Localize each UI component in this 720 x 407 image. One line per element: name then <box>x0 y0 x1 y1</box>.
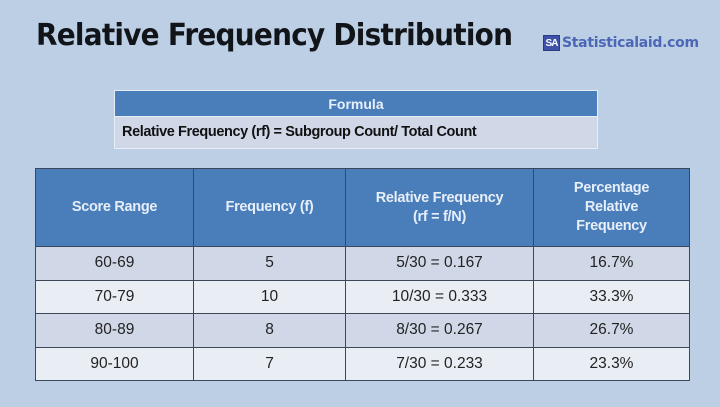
cell-relative-frequency: 7/30 = 0.233 <box>345 346 534 381</box>
table-row: 90-100 7 7/30 = 0.233 23.3% <box>35 346 690 381</box>
brand-name: Statisticalaid.com <box>562 35 699 51</box>
cell-percentage: 26.7% <box>533 313 690 348</box>
frequency-table: Score Range Frequency (f) Relative Frequ… <box>35 168 690 381</box>
cell-frequency: 10 <box>193 279 346 314</box>
formula-box: Formula Relative Frequency (rf) = Subgro… <box>114 90 598 149</box>
cell-relative-frequency: 5/30 = 0.167 <box>345 246 534 281</box>
table-header-row: Score Range Frequency (f) Relative Frequ… <box>35 168 690 247</box>
brand-link[interactable]: SA Statisticalaid.com <box>543 35 699 51</box>
cell-score-range: 90-100 <box>35 346 194 381</box>
cell-frequency: 8 <box>193 313 346 348</box>
cell-frequency: 5 <box>193 246 346 281</box>
formula-heading: Formula <box>115 91 597 117</box>
col-header-percentage: Percentage Relative Frequency <box>533 168 690 247</box>
cell-relative-frequency: 8/30 = 0.267 <box>345 313 534 348</box>
cell-score-range: 80-89 <box>35 313 194 348</box>
cell-frequency: 7 <box>193 346 346 381</box>
col-header-frequency: Frequency (f) <box>193 168 346 247</box>
col-header-relative-frequency: Relative Frequency (rf = f/N) <box>345 168 534 247</box>
cell-score-range: 60-69 <box>35 246 194 281</box>
cell-percentage: 16.7% <box>533 246 690 281</box>
table-row: 60-69 5 5/30 = 0.167 16.7% <box>35 246 690 281</box>
page-title: Relative Frequency Distribution <box>36 18 513 53</box>
cell-percentage: 33.3% <box>533 279 690 314</box>
table-row: 70-79 10 10/30 = 0.333 33.3% <box>35 279 690 314</box>
cell-percentage: 23.3% <box>533 346 690 381</box>
col-header-score-range: Score Range <box>35 168 194 247</box>
table-row: 80-89 8 8/30 = 0.267 26.7% <box>35 313 690 348</box>
brand-logo-icon: SA <box>543 35 560 51</box>
cell-relative-frequency: 10/30 = 0.333 <box>345 279 534 314</box>
cell-score-range: 70-79 <box>35 279 194 314</box>
formula-text: Relative Frequency (rf) = Subgroup Count… <box>115 117 597 148</box>
